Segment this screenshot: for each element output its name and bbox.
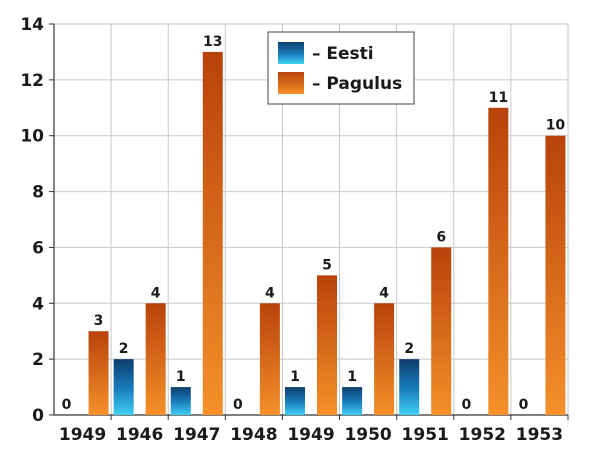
bar-pagulus bbox=[431, 247, 452, 415]
bar-eesti bbox=[285, 387, 305, 415]
x-tick-label: 1949 bbox=[287, 425, 334, 445]
data-label-pagulus: 13 bbox=[203, 34, 222, 50]
axes bbox=[53, 24, 568, 416]
bar-pagulus bbox=[317, 275, 337, 415]
bar-pagulus bbox=[202, 51, 223, 416]
x-tick-label: 1950 bbox=[344, 425, 391, 445]
legend-label-eesti: – Eesti bbox=[312, 44, 374, 64]
legend-swatch-pagulus bbox=[278, 72, 304, 94]
x-axis-ticks: 1949 1946 1947 1948 1949 1950 1951 1952 1953 bbox=[59, 415, 569, 445]
y-tick-label: 8 bbox=[32, 183, 44, 203]
data-label-pagulus: 4 bbox=[151, 285, 161, 301]
x-tick-label: 1948 bbox=[230, 425, 277, 445]
bar-pagulus bbox=[374, 303, 395, 415]
data-label-eesti: 1 bbox=[290, 369, 300, 385]
data-label-pagulus: 4 bbox=[265, 285, 275, 301]
data-label-eesti: 2 bbox=[119, 341, 129, 357]
x-tick-label: 1946 bbox=[116, 425, 163, 445]
data-label-eesti: 2 bbox=[404, 341, 414, 357]
legend: – Eesti – Pagulus bbox=[267, 31, 415, 105]
data-label-eesti: 0 bbox=[233, 397, 243, 413]
data-label-pagulus: 4 bbox=[379, 285, 389, 301]
bar-pagulus bbox=[545, 135, 566, 415]
y-tick-label: 6 bbox=[32, 238, 44, 258]
data-label-eesti: 0 bbox=[519, 397, 529, 413]
data-label-pagulus: 5 bbox=[322, 257, 332, 273]
bar-eesti bbox=[113, 359, 134, 415]
bar-eesti bbox=[342, 387, 363, 415]
legend-swatch-eesti bbox=[278, 42, 304, 64]
y-tick-label: 10 bbox=[20, 127, 44, 147]
bar-pagulus bbox=[259, 303, 280, 415]
bar-eesti bbox=[399, 359, 420, 415]
data-label-pagulus: 11 bbox=[489, 90, 508, 106]
data-label-pagulus: 10 bbox=[546, 118, 566, 134]
data-label-eesti: 0 bbox=[461, 397, 471, 413]
legend-label-pagulus: – Pagulus bbox=[312, 74, 402, 94]
bar-pagulus bbox=[145, 303, 166, 415]
data-label-eesti: 0 bbox=[62, 397, 72, 413]
x-tick-label: 1953 bbox=[516, 425, 563, 445]
y-tick-label: 14 bbox=[20, 15, 44, 35]
bar-eesti bbox=[170, 387, 191, 415]
x-tick-label: 1949 bbox=[59, 425, 106, 445]
x-tick-label: 1952 bbox=[459, 425, 506, 445]
data-label-eesti: 1 bbox=[347, 369, 357, 385]
x-tick-label: 1947 bbox=[173, 425, 220, 445]
bar-pagulus bbox=[488, 107, 509, 416]
bar-pagulus bbox=[88, 331, 109, 415]
y-tick-label: 4 bbox=[32, 294, 44, 314]
y-axis-ticks: 0 2 4 6 8 10 12 14 bbox=[20, 15, 54, 426]
y-tick-label: 12 bbox=[20, 71, 44, 91]
y-tick-label: 2 bbox=[32, 350, 44, 370]
y-tick-label: 0 bbox=[32, 406, 44, 426]
data-label-pagulus: 6 bbox=[436, 229, 446, 245]
x-tick-label: 1951 bbox=[402, 425, 449, 445]
data-label-pagulus: 3 bbox=[94, 313, 104, 329]
data-label-eesti: 1 bbox=[176, 369, 186, 385]
